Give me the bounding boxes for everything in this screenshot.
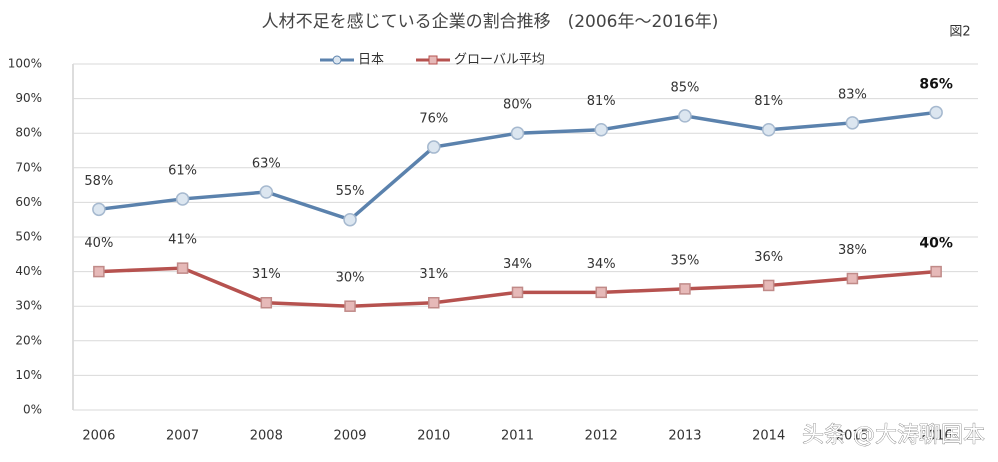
value-label: 30%	[336, 271, 365, 286]
y-tick-label: 70%	[15, 160, 42, 174]
figure-label: 図2	[949, 25, 970, 40]
y-tick-label: 100%	[8, 57, 42, 71]
value-label: 63%	[252, 157, 281, 172]
point	[510, 126, 525, 140]
value-label: 38%	[838, 243, 867, 258]
value-label: 41%	[168, 233, 197, 248]
value-label: 36%	[754, 250, 783, 265]
chart-title: 人材不足を感じている企業の割合推移 (2006年～2016年)	[262, 12, 719, 32]
y-tick-label: 50%	[15, 230, 42, 244]
value-label: 35%	[671, 253, 700, 268]
point	[846, 272, 859, 285]
x-tick-label: 2015	[836, 429, 869, 444]
point	[930, 265, 942, 278]
value-label: 34%	[503, 257, 532, 272]
point	[92, 202, 106, 217]
legend-label: 日本	[358, 53, 384, 68]
point	[594, 122, 608, 137]
point	[175, 192, 190, 206]
x-tick-label: 2006	[82, 429, 115, 444]
x-tick-label: 2011	[501, 429, 534, 444]
y-tick-label: 80%	[15, 126, 42, 140]
legend-label: グローバル平均	[454, 53, 545, 68]
point	[93, 265, 105, 278]
value-label: 85%	[671, 80, 700, 95]
legend-marker	[332, 55, 342, 65]
x-tick-label: 2012	[585, 429, 618, 444]
point	[595, 286, 607, 299]
y-tick-label: 0%	[23, 403, 42, 417]
value-label: 81%	[587, 94, 616, 109]
point	[428, 296, 440, 309]
x-tick-label: 2008	[250, 429, 283, 444]
x-tick-label: 2016	[920, 429, 953, 444]
value-label: 40%	[84, 236, 113, 251]
value-label: 76%	[419, 112, 448, 127]
x-tick-label: 2013	[668, 429, 701, 444]
y-tick-label: 20%	[15, 333, 42, 347]
point	[427, 140, 441, 154]
value-label: 31%	[419, 267, 448, 282]
y-tick-label: 60%	[15, 195, 42, 209]
y-tick-label: 10%	[15, 368, 42, 382]
value-label: 81%	[754, 94, 783, 109]
y-tick-label: 90%	[15, 91, 42, 105]
point	[845, 116, 860, 130]
value-label: 80%	[503, 98, 532, 113]
watermark: 头条 @大涛聊国本	[802, 423, 985, 448]
x-tick-label: 2010	[417, 429, 450, 444]
value-label: 55%	[336, 184, 365, 199]
point	[762, 279, 775, 292]
point	[344, 300, 356, 312]
point	[176, 262, 189, 274]
y-tick-label: 30%	[15, 299, 42, 313]
point	[259, 185, 274, 199]
x-tick-label: 2007	[166, 429, 199, 444]
x-tick-label: 2014	[752, 429, 785, 444]
value-label: 83%	[838, 87, 867, 102]
point	[260, 296, 273, 309]
point	[929, 105, 943, 120]
legend-marker	[428, 55, 438, 65]
x-tick-label: 2009	[333, 429, 366, 444]
value-label: 86%	[919, 76, 953, 92]
value-label: 31%	[252, 267, 281, 282]
value-label: 40%	[919, 236, 953, 252]
point	[761, 122, 776, 137]
point	[511, 286, 524, 299]
value-label: 34%	[587, 257, 616, 272]
value-label: 58%	[84, 174, 113, 189]
point	[343, 212, 357, 227]
value-label: 61%	[168, 163, 197, 178]
point	[679, 283, 691, 295]
y-tick-label: 40%	[15, 264, 42, 278]
point	[678, 109, 692, 123]
